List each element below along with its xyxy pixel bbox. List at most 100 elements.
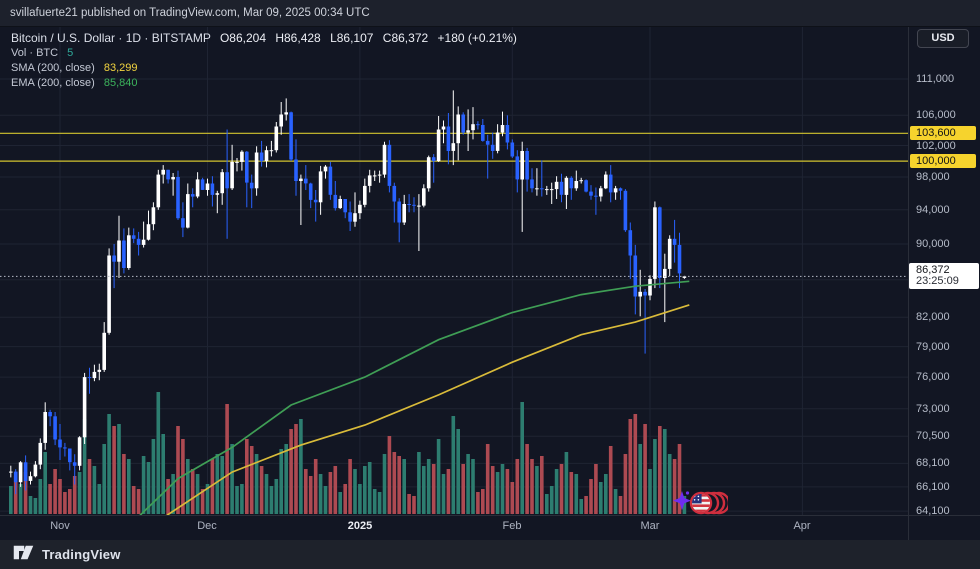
volume-bar [269, 486, 274, 514]
price-axis[interactable]: 111,000 106,000 103,600 102,000 100,000 98,00… [908, 27, 980, 517]
volume-bar [574, 474, 579, 514]
volume-bar [471, 459, 475, 514]
volume-bar [9, 486, 13, 514]
candle-body [235, 161, 239, 163]
volume-bar [441, 474, 446, 514]
volume-bar [485, 444, 490, 514]
candle-body [210, 183, 215, 195]
price-axis-label: 70,500 [916, 430, 950, 442]
volume-bar [422, 466, 426, 514]
volume-bar [97, 484, 102, 514]
volume-bar [215, 454, 220, 514]
volume-bar [618, 496, 623, 514]
candle-body [323, 166, 328, 172]
candle-body [441, 126, 446, 130]
candle-body [456, 114, 460, 144]
published-text: svillafuerte21 published on TradingView.… [10, 7, 370, 19]
price-chart-canvas[interactable] [0, 27, 980, 540]
volume-bar [48, 484, 52, 514]
candle-body [259, 152, 264, 162]
candle-body [446, 126, 451, 151]
volume-bar [318, 474, 323, 514]
published-bar: svillafuerte21 published on TradingView.… [0, 0, 980, 27]
volume-bar [107, 414, 111, 514]
candle-body [308, 183, 313, 200]
volume-bar [136, 489, 141, 514]
volume-bar [392, 452, 397, 514]
tradingview-logo-icon[interactable] [13, 545, 34, 565]
legend-volume-row[interactable]: Vol · BTC 5 [11, 46, 517, 61]
candle-body [38, 442, 43, 465]
candle-body [412, 204, 416, 206]
candle-body [82, 377, 87, 438]
candle-body [269, 150, 274, 152]
volume-bar [490, 466, 495, 514]
volume-bar [294, 424, 298, 514]
symbol-title: Bitcoin / U.S. Dollar · 1D · BITSTAMP [11, 31, 211, 45]
volume-bar [589, 479, 593, 514]
price-axis-label: 111,000 [916, 73, 955, 85]
tradingview-brand-text[interactable]: TradingView [42, 547, 121, 562]
time-axis-label: Apr [793, 520, 811, 532]
volume-bar [682, 496, 687, 514]
candle-body [589, 191, 593, 196]
candle-body [304, 178, 308, 184]
legend-sma-row[interactable]: SMA (200, close) 83,299 [11, 61, 517, 76]
candle-body [131, 235, 136, 239]
candle-body [535, 188, 539, 190]
volume-bar [412, 496, 416, 514]
candle-body [225, 172, 229, 189]
volume-bar [328, 472, 333, 514]
volume-bar [594, 464, 598, 514]
candle-body [102, 332, 106, 370]
volume-bar [382, 454, 387, 514]
volume-bar [643, 424, 647, 514]
candle-body [549, 189, 554, 191]
volume-bar [200, 489, 205, 514]
candle-body [161, 169, 165, 175]
time-axis-label: Nov [50, 520, 70, 532]
candle-body [402, 204, 406, 223]
candle-body [485, 140, 490, 145]
us-flag-rolling-sticker[interactable] [672, 486, 731, 520]
candle-body [372, 175, 377, 177]
candle-body [397, 201, 401, 223]
volume-bar [608, 446, 613, 514]
price-axis-label: 79,000 [916, 341, 950, 353]
volume-bar [240, 484, 244, 514]
volume-bar [584, 496, 588, 514]
price-axis-label: 64,100 [916, 505, 950, 517]
candle-body [28, 476, 33, 481]
candle-body [525, 151, 529, 180]
legend-ema-row[interactable]: EMA (200, close) 85,840 [11, 76, 517, 91]
legend-symbol-row[interactable]: Bitcoin / U.S. Dollar · 1D · BITSTAMP O8… [11, 30, 517, 46]
sma-label: SMA (200, close) [11, 62, 95, 74]
volume-bar [510, 482, 515, 514]
volume-bar [102, 444, 106, 514]
volume-bar [633, 414, 638, 514]
candle-body [117, 240, 121, 262]
volume-bar [225, 404, 229, 514]
candle-body [628, 230, 633, 256]
volume-bar [127, 459, 131, 514]
volume-bar [559, 464, 564, 514]
volume-bar [599, 482, 603, 514]
candle-body [176, 177, 180, 219]
candle-body [13, 471, 18, 483]
candle-body [284, 112, 288, 115]
candle-body [643, 291, 647, 296]
price-axis-label: 82,000 [916, 311, 950, 323]
candle-body [68, 448, 72, 463]
volume-bar [58, 479, 62, 514]
currency-toggle-button[interactable]: USD [917, 29, 969, 48]
candle-body [279, 114, 283, 127]
last-price-value: 86,372 [916, 264, 950, 276]
volume-bar [431, 464, 436, 514]
time-axis[interactable]: Nov Dec 2025 Feb Mar Apr [0, 515, 980, 540]
volume-bars [9, 392, 687, 514]
candle-body [559, 181, 564, 195]
candle-body [658, 207, 662, 278]
candle-body [377, 174, 382, 176]
candle-body [461, 114, 465, 133]
candle-body [564, 177, 569, 195]
